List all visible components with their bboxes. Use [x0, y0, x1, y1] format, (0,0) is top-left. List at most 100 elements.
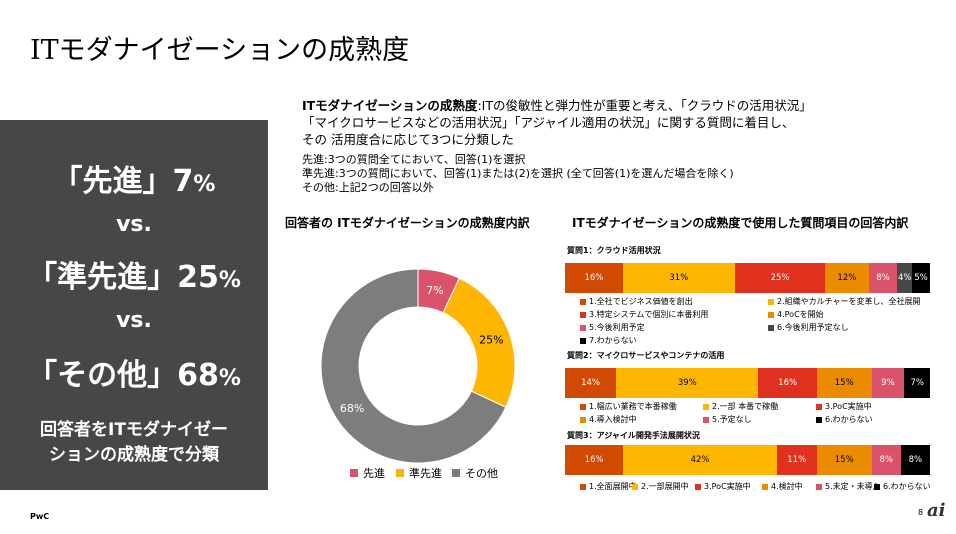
legend-swatch: [632, 483, 638, 490]
definition-advanced: 先進:3つの質問全てにおいて、回答(1)を選択: [302, 153, 526, 166]
legend-label: 6.わからない: [825, 415, 873, 424]
legend-swatch: [768, 324, 774, 331]
bar-legend-item: 2.一部展開中: [632, 481, 689, 492]
summary-text: 回答者をITモダナイゼー ションの成熟度で分類: [0, 418, 268, 468]
bar-segment: 31%: [622, 263, 735, 293]
bar-segment: 4%: [897, 263, 912, 293]
donut-slice-2: [320, 268, 507, 464]
legend-label: 先進: [363, 467, 385, 480]
definitions: 先進:3つの質問全てにおいて、回答(1)を選択 準先進:3つの質問において、回答…: [302, 153, 734, 195]
donut-title: 回答者の ITモダナイゼーションの成熟度内訳: [285, 216, 530, 230]
legend-swatch: [580, 298, 586, 305]
legend-label: 準先進: [409, 467, 442, 480]
legend-label: 3.PoC実施中: [825, 402, 872, 411]
summary-panel: 「先進」7% vs. 「準先進」25% vs. 「その他」68% 回答者をITモ…: [0, 120, 268, 490]
semi-text: 「準先進」25: [27, 260, 219, 295]
legend-label: 6.今後利用予定なし: [777, 323, 849, 332]
legend-swatch: [452, 469, 460, 477]
bar-segment: 12%: [825, 263, 869, 293]
bar-segment: 15%: [816, 445, 872, 475]
bar-segment: 8%: [868, 263, 898, 293]
legend-label: 1.全社でビジネス価値を創出: [589, 297, 693, 306]
legend-swatch: [580, 483, 586, 490]
advanced-text: 「先進」7: [52, 164, 194, 199]
legend-swatch: [580, 337, 586, 344]
question-title: 質問1：クラウド活用状況: [567, 246, 661, 255]
stacked-bar: 16% 31% 25% 12% 8% 4% 5%: [565, 263, 930, 293]
page-number: 8: [918, 508, 924, 517]
bar-legend-item: 5.予定なし: [703, 414, 752, 425]
legend-label: 5.未定・未導入: [825, 482, 881, 491]
bar-segment: 16%: [758, 368, 817, 398]
bar-legend-item: 2.一部 本番で稼働: [703, 401, 778, 412]
semi-advanced-share: 「準先進」25%: [0, 252, 268, 296]
legend-swatch: [580, 416, 586, 423]
desc-line: :ITの俊敏性と弾力性が重要と考え、「クラウドの活用状況」: [477, 98, 812, 113]
legend-swatch: [580, 311, 586, 318]
bar-segment: 8%: [900, 445, 930, 475]
bar-legend-item: 7.わからない: [580, 335, 637, 346]
pct: %: [193, 172, 216, 197]
question-title: 質問3：アジャイル開発手法展開状況: [567, 431, 700, 440]
definition-other: その他:上記2つの回答以外: [302, 181, 434, 194]
donut-legend-item: 準先進: [396, 465, 442, 481]
legend-swatch: [695, 483, 701, 490]
bar-legend-item: 6.今後利用予定なし: [768, 322, 849, 333]
stacked-bar: 14% 39% 16% 15% 9% 7%: [565, 368, 930, 398]
bar-segment: 25%: [734, 263, 826, 293]
legend-swatch: [703, 416, 709, 423]
bar-segment: 16%: [565, 263, 623, 293]
legend-label: 7.わからない: [589, 336, 637, 345]
bar-legend-item: 4.検討中: [762, 481, 803, 492]
donut-label: 7%: [426, 284, 443, 297]
other-share: 「その他」68%: [0, 350, 268, 394]
legend-swatch: [768, 298, 774, 305]
vs-text: vs.: [116, 308, 152, 333]
summary-line: ションの成熟度で分類: [49, 445, 219, 465]
bar-legend-item: 5.未定・未導入: [816, 481, 881, 492]
legend-label: 1.幅広い業務で本番稼働: [589, 402, 677, 411]
bar-legend-item: 5.今後利用予定: [580, 322, 645, 333]
bar-legend-item: 3.特定システムで個別に本番利用: [580, 309, 708, 320]
legend-label: 1.全面展開中: [589, 482, 637, 491]
pct: %: [218, 366, 241, 391]
page-title: ITモダナイゼーションの成熟度: [30, 35, 410, 66]
legend-label: 2.一部展開中: [641, 482, 689, 491]
vs-text: vs.: [116, 212, 152, 237]
question-title: 質問2：マイクロサービスやコンテナの活用: [567, 351, 725, 360]
legend-label: 4.導入検討中: [589, 415, 637, 424]
bar-segment: 14%: [565, 368, 617, 398]
bar-legend-item: 4.PoCを開始: [768, 309, 824, 320]
bar-segment: 8%: [871, 445, 901, 475]
bar-legend-item: 3.PoC実施中: [695, 481, 751, 492]
legend-label: その他: [465, 467, 498, 480]
pct: %: [218, 268, 241, 293]
legend-swatch: [816, 416, 822, 423]
legend-swatch: [580, 324, 586, 331]
legend-label: 5.予定なし: [712, 415, 752, 424]
legend-swatch: [768, 311, 774, 318]
donut-label: 25%: [479, 334, 503, 347]
donut-legend-item: 先進: [350, 465, 385, 481]
legend-swatch: [816, 483, 822, 490]
desc-bold: ITモダナイゼーションの成熟度: [302, 98, 478, 113]
bars-title: ITモダナイゼーションの成熟度で使用した質問項目の回答内訳: [572, 216, 909, 230]
bar-segment: 42%: [623, 445, 777, 475]
legend-label: 2.一部 本番で稼働: [712, 402, 779, 411]
desc-line: その 活用度合に応じて3つに分類した: [302, 132, 514, 147]
legend-label: 4.検討中: [771, 482, 803, 491]
advanced-share: 「先進」7%: [0, 156, 268, 200]
bar-segment: 11%: [776, 445, 817, 475]
bar-segment: 39%: [616, 368, 759, 398]
bar-legend-item: 6.わからない: [816, 414, 873, 425]
bar-legend-item: 6.わからない: [874, 481, 931, 492]
brand: PwC: [30, 512, 50, 521]
description: ITモダナイゼーションの成熟度:ITの俊敏性と弾力性が重要と考え、「クラウドの活…: [302, 97, 812, 148]
bar-segment: 15%: [816, 368, 872, 398]
legend-swatch: [703, 403, 709, 410]
legend-swatch: [580, 403, 586, 410]
bar-legend-item: 3.PoC実施中: [816, 401, 872, 412]
bar-legend-item: 1.全面展開中: [580, 481, 637, 492]
ai-logo: ai: [927, 500, 946, 521]
definition-semi: 準先進:3つの質問において、回答(1)または(2)を選択 (全て回答(1)を選ん…: [302, 167, 734, 180]
